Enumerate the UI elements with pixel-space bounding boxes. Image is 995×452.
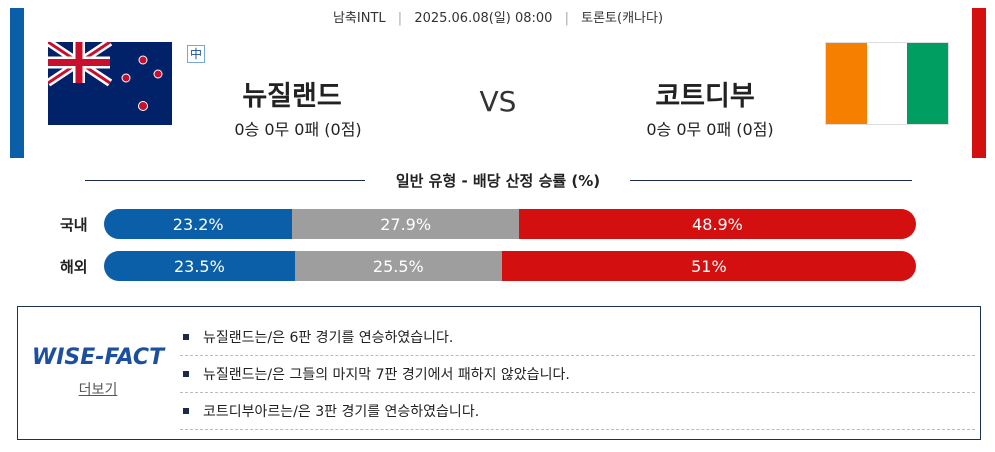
bullet: [183, 333, 189, 340]
value-label: 25.5%: [372, 256, 424, 276]
value-label: 51%: [691, 256, 727, 276]
home-name: 뉴질랜드: [242, 81, 342, 112]
badge: 中: [187, 45, 205, 63]
divider: [85, 180, 365, 181]
more-link[interactable]: 더보기: [78, 382, 118, 398]
fact-box: WISE-FACT 더보기: [17, 306, 981, 440]
fact-item: 코트디부아르는/은 3판 경기를 연승하였습니다.: [180, 392, 975, 430]
odds-title: 일반 유형 - 배당 산정 승률 (%): [395, 172, 601, 190]
bullet: [183, 370, 189, 377]
league: 남축INTL: [332, 11, 386, 26]
home-stripe: [10, 8, 24, 158]
away-record: 0승 0무 0패 (0점): [646, 120, 774, 139]
row-label: 해외: [60, 258, 88, 276]
bullet: [183, 407, 189, 414]
venue: 토론토(캐나다): [581, 11, 664, 26]
divider: [630, 180, 912, 181]
bar-segment: 27.9%: [292, 209, 519, 239]
match-info: 남축INTL | 2025.06.08(일) 08:00 | 토론토(캐나다): [332, 11, 664, 26]
value-label: 27.9%: [380, 214, 432, 234]
bar-segment: 23.5%: [104, 251, 295, 281]
fact-text: 뉴질랜드는/은 그들의 마지막 7판 경기에서 패하지 않았습니다.: [203, 366, 570, 383]
away-flag: [825, 42, 949, 125]
fact-item: 뉴질랜드는/은 그들의 마지막 7판 경기에서 패하지 않았습니다.: [180, 355, 975, 393]
bar-segment: 48.9%: [518, 209, 916, 239]
fact-text: 코트디부아르는/은 3판 경기를 연승하였습니다.: [203, 403, 480, 420]
home-flag: [48, 42, 172, 125]
odds-bar: 23.5% 25.5% 51%: [104, 251, 916, 281]
row-label: 국내: [60, 216, 88, 234]
value-label: 23.5%: [173, 256, 225, 276]
bar-segment: 23.2%: [104, 209, 293, 239]
away-name: 코트디부: [655, 81, 755, 112]
away-stripe: [972, 8, 986, 158]
logo: WISE-FACT: [31, 345, 165, 370]
bar-segment: 51%: [501, 251, 916, 281]
home-record: 0승 0무 0패 (0점): [234, 120, 362, 139]
bar-segment: 25.5%: [294, 251, 502, 281]
value-label: 23.2%: [172, 214, 224, 234]
vs: VS: [479, 85, 517, 118]
value-label: 48.9%: [692, 214, 743, 234]
datetime: 2025.06.08(일) 08:00: [414, 11, 553, 26]
fact-item: 뉴질랜드는/은 6판 경기를 연승하였습니다.: [180, 318, 975, 356]
fact-text: 뉴질랜드는/은 6판 경기를 연승하였습니다.: [203, 329, 454, 346]
odds-bar: 23.2% 27.9% 48.9%: [104, 209, 916, 239]
